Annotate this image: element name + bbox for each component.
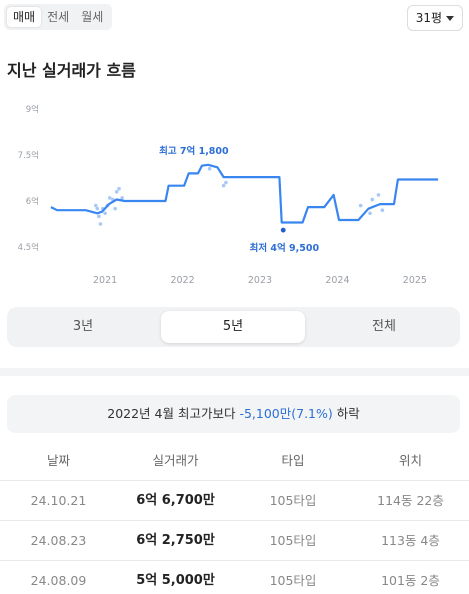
price-change-summary: 2022년 4월 최고가보다 -5,100만(7.1%) 하락 xyxy=(7,395,460,433)
min-price-annotation: 최저 4억 9,500 xyxy=(250,242,320,254)
x-tick-label: 2024 xyxy=(325,275,349,286)
x-tick-label: 2021 xyxy=(93,275,117,286)
row-date: 24.08.09 xyxy=(30,573,87,588)
transaction-point xyxy=(93,203,98,208)
y-tick-label: 6억 xyxy=(26,196,39,207)
transaction-point xyxy=(380,208,385,212)
transaction-point xyxy=(224,180,228,185)
row-type: 105타입 xyxy=(269,493,317,508)
transaction-point xyxy=(107,196,112,200)
row-location: 113동 4층 xyxy=(381,533,440,548)
row-location: 101동 2층 xyxy=(381,573,440,588)
section-title: 지난 실거래가 흐름 xyxy=(7,61,136,80)
transaction-point xyxy=(221,183,226,188)
section-divider xyxy=(0,368,469,376)
caret-down-icon xyxy=(446,15,454,21)
size-selector[interactable]: 31평 xyxy=(406,5,463,31)
price-trend-line xyxy=(50,163,439,224)
table-row[interactable]: 24.08.23 6억 2,750만 105타입 113동 4층 xyxy=(0,520,469,560)
transaction-point xyxy=(103,211,107,216)
header-type: 타입 xyxy=(281,453,305,468)
summary-prefix: 2022년 4월 최고가보다 xyxy=(107,406,240,421)
transaction-point xyxy=(97,214,101,219)
transaction-point xyxy=(98,222,103,226)
table-header: 날짜 실거래가 타입 위치 xyxy=(0,442,469,480)
tab-monthly-rent[interactable]: 월세 xyxy=(81,10,104,24)
max-price-annotation: 최고 7억 1,800 xyxy=(159,145,229,157)
summary-suffix: 하락 xyxy=(332,406,360,421)
period-tab-5y[interactable]: 5년 xyxy=(161,311,305,343)
row-date: 24.08.23 xyxy=(30,533,87,548)
row-type: 105타입 xyxy=(269,573,317,588)
header-price: 실거래가 xyxy=(152,453,199,468)
transaction-point xyxy=(358,203,363,208)
price-trend-chart: 4.5억 6억 7.5억 9억 2021 2022 2023 2024 2025 최고 7억 1,… xyxy=(18,104,439,286)
header-location: 위치 xyxy=(398,453,422,468)
transaction-point xyxy=(95,206,100,211)
summary-change: -5,100만(7.1%) xyxy=(239,406,333,421)
header-date: 날짜 xyxy=(46,453,70,468)
row-price: 6억 2,750만 xyxy=(136,533,215,548)
x-tick-label: 2023 xyxy=(248,275,272,286)
transaction-point xyxy=(114,190,119,194)
x-tick-label: 2022 xyxy=(170,275,194,286)
row-type: 105타입 xyxy=(269,533,317,548)
row-price: 6억 6,700만 xyxy=(136,493,215,508)
transaction-point xyxy=(120,196,124,200)
period-tab-3y[interactable]: 3년 xyxy=(72,319,94,334)
top-bar: 매매 전세 월세 31평 xyxy=(0,0,469,40)
transaction-point xyxy=(376,193,381,197)
y-tick-label: 9억 xyxy=(26,104,39,115)
row-price: 5억 5,000만 xyxy=(136,573,215,588)
y-tick-label: 7.5억 xyxy=(18,150,39,161)
row-location: 114동 22층 xyxy=(377,493,444,508)
row-date: 24.10.21 xyxy=(30,493,87,508)
tab-sale[interactable]: 매매 xyxy=(7,7,42,27)
transaction-point xyxy=(117,186,121,191)
period-tabs: 3년 5년 전체 xyxy=(7,307,460,347)
deal-type-tabs: 매매 전세 월세 xyxy=(4,4,113,30)
transaction-point xyxy=(370,197,375,202)
transaction-point xyxy=(368,211,372,216)
table-row[interactable]: 24.08.09 5억 5,000만 105타입 101동 2층 xyxy=(0,560,469,594)
x-tick-label: 2025 xyxy=(403,275,427,286)
period-tab-all[interactable]: 전체 xyxy=(372,319,396,334)
transaction-point xyxy=(207,167,212,171)
table-row[interactable]: 24.10.21 6억 6,700만 105타입 114동 22층 xyxy=(0,480,469,520)
lowest-price-point xyxy=(280,227,286,233)
size-selector-label: 31평 xyxy=(415,11,442,25)
y-tick-label: 4.5억 xyxy=(18,242,39,253)
tab-jeonse[interactable]: 전세 xyxy=(47,10,70,24)
transaction-point xyxy=(113,206,117,211)
